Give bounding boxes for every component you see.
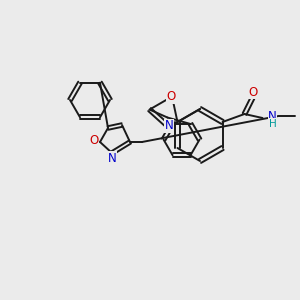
Text: O: O bbox=[167, 90, 176, 103]
Text: O: O bbox=[89, 134, 99, 148]
Text: N: N bbox=[108, 152, 116, 164]
Text: H: H bbox=[268, 119, 276, 129]
Text: N: N bbox=[268, 110, 277, 122]
Text: O: O bbox=[248, 85, 257, 98]
Text: N: N bbox=[164, 119, 173, 133]
